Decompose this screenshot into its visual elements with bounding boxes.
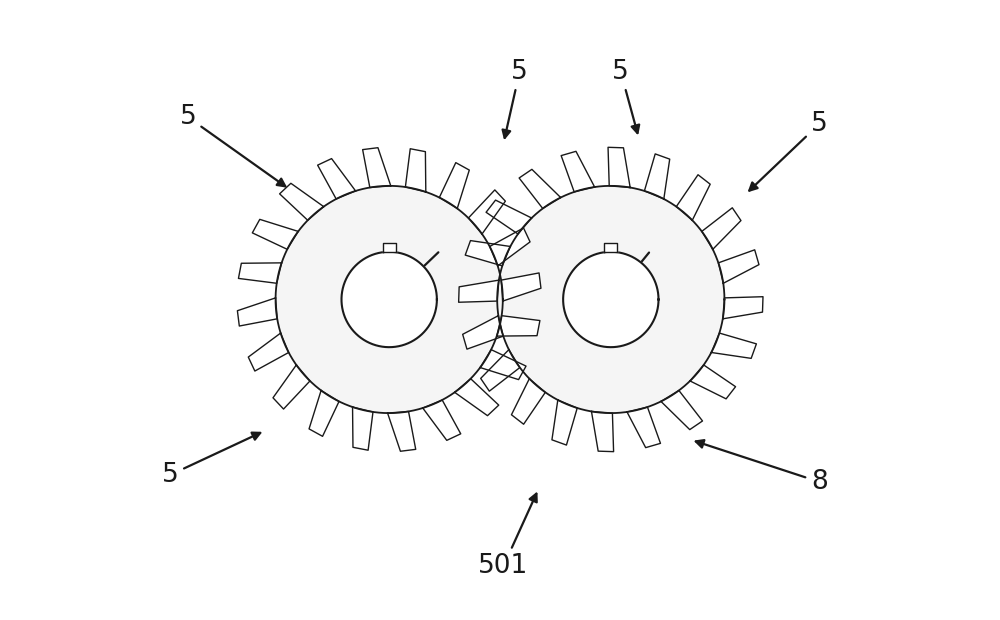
Polygon shape [238,263,282,283]
Polygon shape [627,407,660,448]
Polygon shape [561,151,595,192]
Text: 5: 5 [180,104,285,187]
Polygon shape [439,162,469,208]
Polygon shape [309,391,339,436]
Polygon shape [690,365,736,399]
Polygon shape [341,252,437,347]
Polygon shape [388,412,416,451]
Polygon shape [463,316,503,349]
Text: 5: 5 [612,58,639,133]
Text: 5: 5 [162,433,260,488]
Text: 5: 5 [503,58,528,138]
Polygon shape [490,228,530,266]
Polygon shape [519,169,561,208]
Polygon shape [459,280,499,303]
Polygon shape [480,350,526,379]
Polygon shape [552,400,577,445]
Polygon shape [237,298,277,326]
Polygon shape [723,297,763,319]
Polygon shape [276,186,503,413]
Polygon shape [383,243,396,252]
Polygon shape [465,241,510,266]
Text: 5: 5 [749,111,828,190]
Polygon shape [511,379,545,424]
Polygon shape [591,412,614,451]
Polygon shape [676,175,710,220]
Polygon shape [718,250,759,283]
Polygon shape [644,154,670,199]
Polygon shape [497,316,540,336]
Polygon shape [455,379,499,415]
Polygon shape [280,184,324,220]
Polygon shape [711,333,756,358]
Polygon shape [661,391,703,430]
Polygon shape [608,148,630,187]
Polygon shape [363,148,391,187]
Polygon shape [468,190,505,234]
Polygon shape [481,350,520,391]
Polygon shape [486,200,532,234]
Text: 8: 8 [696,440,828,495]
Polygon shape [353,407,373,450]
Polygon shape [497,186,724,413]
Polygon shape [405,149,426,192]
Polygon shape [702,208,741,249]
Polygon shape [318,159,356,199]
Polygon shape [252,219,298,249]
Polygon shape [273,365,310,409]
Polygon shape [501,273,541,301]
Polygon shape [563,252,659,347]
Polygon shape [248,333,289,371]
Polygon shape [604,243,617,252]
Text: 501: 501 [478,494,537,579]
Polygon shape [423,400,461,440]
